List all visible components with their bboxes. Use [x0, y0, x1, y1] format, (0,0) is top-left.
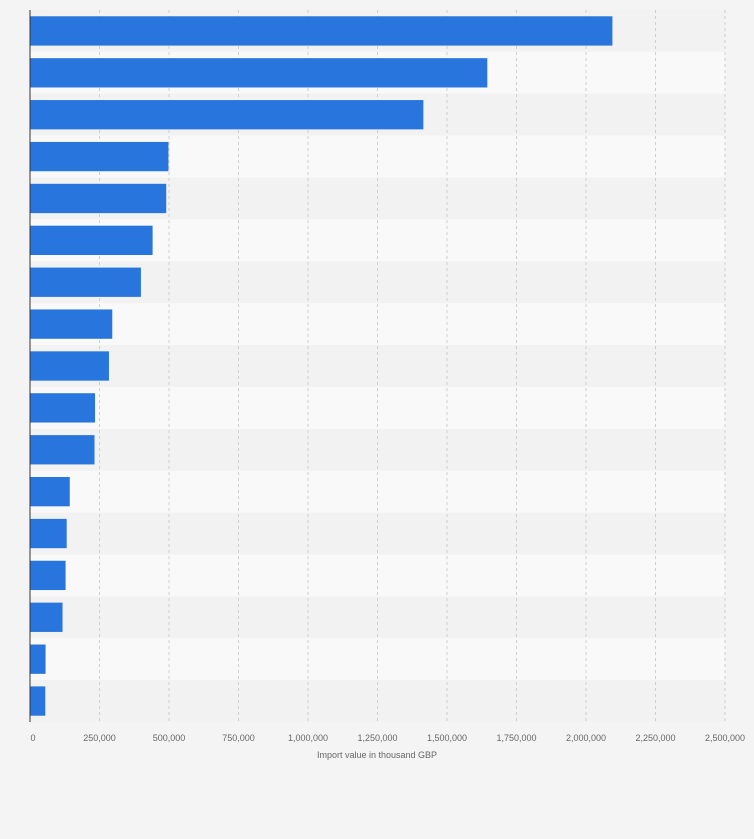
bars [30, 16, 613, 716]
bar [30, 686, 46, 716]
x-tick-label: 1,750,000 [496, 733, 536, 743]
bar [30, 225, 153, 256]
bar [30, 267, 141, 297]
bar [30, 100, 424, 130]
bar [30, 393, 96, 423]
bar [30, 309, 113, 339]
bar [30, 518, 67, 549]
x-tick-label: 250,000 [83, 733, 116, 743]
x-tick-label: 500,000 [153, 733, 186, 743]
x-tick-labels: 0 250,000 500,000 750,000 1,000,000 1,250,000… [30, 733, 745, 743]
bar [30, 560, 66, 591]
x-tick-label: 750,000 [222, 733, 255, 743]
bar [30, 58, 488, 88]
bar [30, 644, 46, 674]
x-tick-label: 1,000,000 [288, 733, 328, 743]
bar [30, 16, 613, 46]
bar [30, 602, 63, 632]
x-tick-label: 0 [30, 733, 35, 743]
bar [30, 141, 169, 172]
x-axis-label: Import value in thousand GBP [317, 750, 437, 760]
bar [30, 351, 109, 381]
x-tick-label: 2,250,000 [635, 733, 675, 743]
bar [30, 183, 167, 214]
bar [30, 476, 70, 507]
x-tick-label: 2,500,000 [705, 733, 745, 743]
x-tick-label: 1,500,000 [427, 733, 467, 743]
bar [30, 435, 95, 465]
x-tick-label: 2,000,000 [566, 733, 606, 743]
x-tick-label: 1,250,000 [357, 733, 397, 743]
